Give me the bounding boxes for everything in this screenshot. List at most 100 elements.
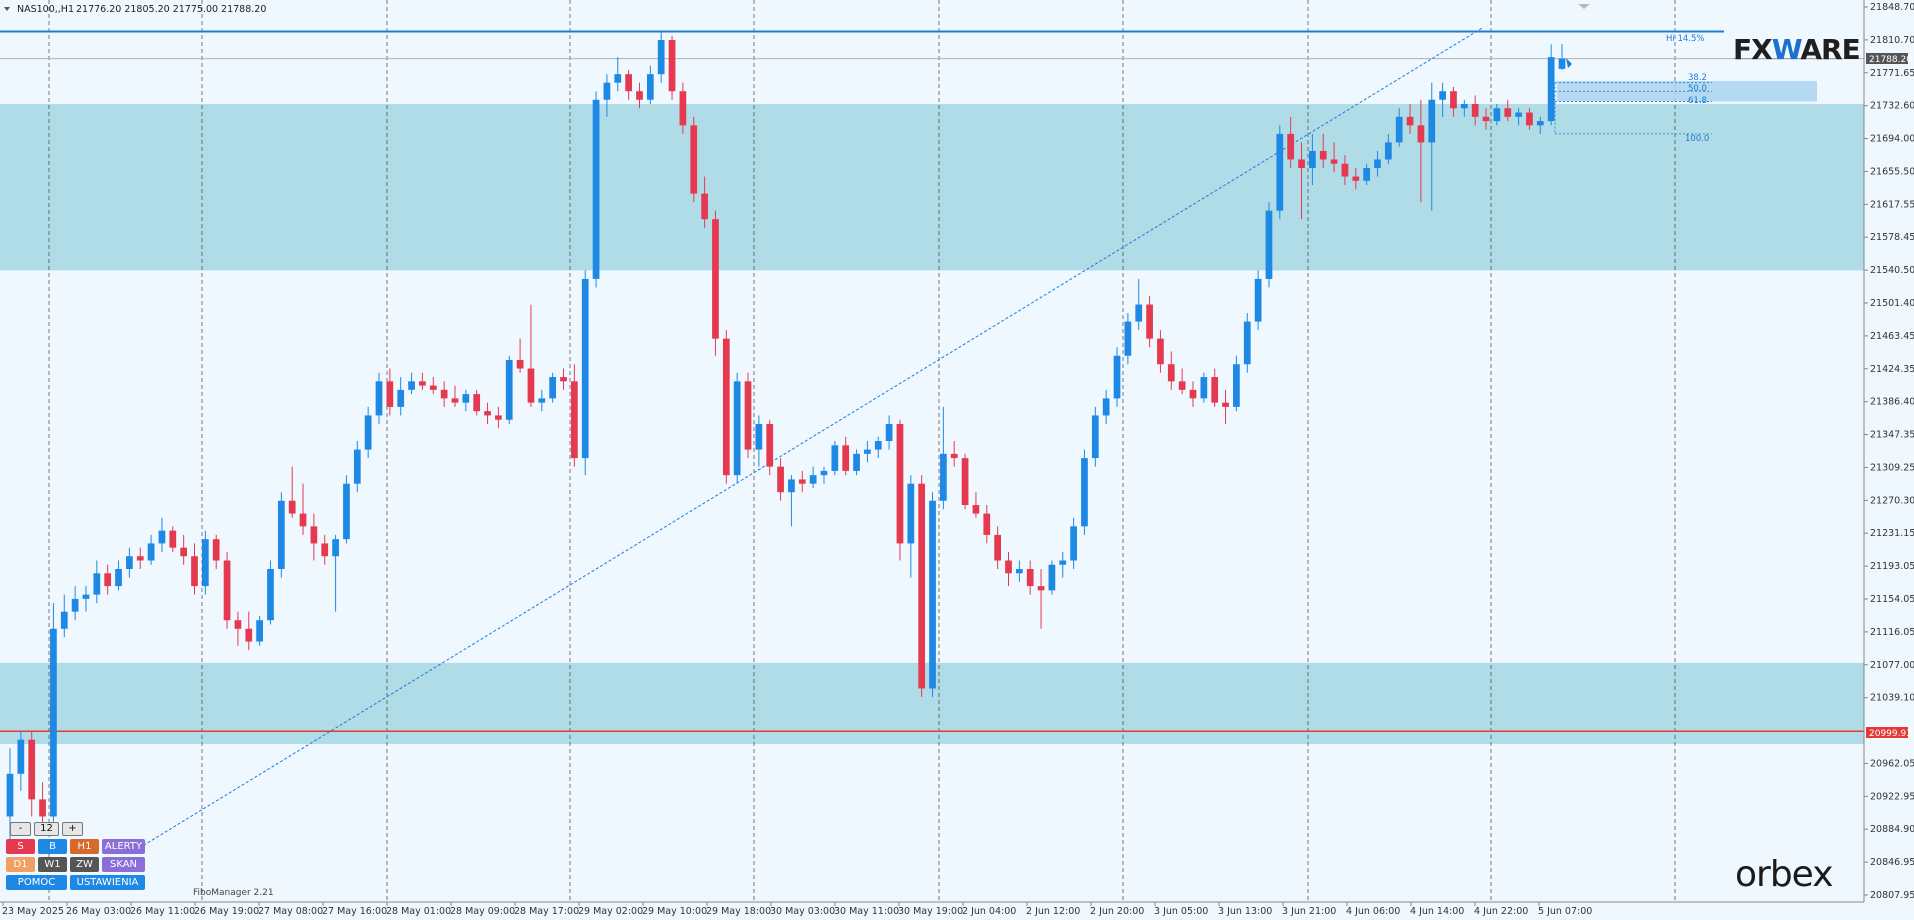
candle-body: [1026, 569, 1034, 587]
price-tick-label: 21540.50: [1870, 265, 1914, 276]
support-price-tag: [1866, 727, 1908, 738]
candle-body: [516, 359, 524, 369]
candle-body: [1091, 415, 1099, 459]
candle-body: [136, 556, 144, 561]
candle-body: [440, 389, 448, 399]
candle-body: [1439, 91, 1446, 100]
candle-body: [1102, 398, 1110, 416]
candle-body: [267, 569, 274, 621]
candle-body: [950, 453, 958, 459]
candle-body: [940, 453, 947, 501]
candle-body: [1015, 569, 1023, 574]
ohlc-readout: 21776.20 21805.20 21775.00 21788.20: [76, 4, 266, 15]
symbol-label: NAS100,,H1: [17, 4, 74, 15]
orbex-logo: orbex: [1735, 854, 1833, 895]
candle-body: [1341, 163, 1349, 177]
timeframe-w1-button[interactable]: W1: [38, 857, 67, 872]
candle-body: [364, 415, 372, 450]
period-minus-button[interactable]: -: [10, 822, 31, 836]
candle-body: [1222, 402, 1229, 407]
zw-button[interactable]: ZW: [70, 857, 99, 872]
trendline[interactable]: [134, 27, 1483, 852]
time-tick-label: 4 Jun 06:00: [1346, 906, 1400, 917]
fxware-logo-right: ARE: [1800, 33, 1860, 66]
candle-body: [321, 543, 329, 557]
candle-body: [896, 423, 904, 544]
scan-button[interactable]: SKAN: [102, 857, 145, 872]
chart-menu-triangle-icon[interactable]: [4, 7, 10, 11]
candle-body: [1113, 355, 1121, 399]
candle-body: [918, 483, 926, 689]
price-tick-label: 21732.60: [1870, 101, 1914, 112]
candle-body: [636, 91, 643, 100]
timeframe-h1-button[interactable]: H1: [70, 839, 99, 854]
settings-button[interactable]: USTAWIENIA: [70, 875, 145, 890]
candle-body: [1070, 526, 1077, 561]
candle-body: [831, 445, 839, 471]
candle-body: [82, 594, 90, 599]
trade-panel: - 12 + S B H1 ALERTY D1 W1 ZW SKAN POMOC…: [6, 822, 146, 893]
candle-body: [809, 475, 817, 484]
candle-body: [1309, 150, 1316, 169]
candle-body: [820, 470, 828, 476]
candle-body: [712, 219, 719, 339]
time-tick-label: 27 May 16:00: [322, 906, 387, 917]
buy-button[interactable]: B: [38, 839, 67, 854]
current-price-tag: [1866, 53, 1908, 64]
time-tick-label: 28 May 01:00: [386, 906, 451, 917]
candle-body: [1167, 364, 1175, 382]
candle-body: [1233, 364, 1240, 407]
candle-body: [397, 389, 405, 407]
candle-body: [1146, 304, 1153, 339]
candle-body: [1384, 142, 1392, 160]
candle-body: [744, 381, 752, 450]
time-tick-label: 23 May 2025: [2, 906, 64, 917]
alerts-button[interactable]: ALERTY: [102, 839, 145, 854]
scroll-marker-icon[interactable]: [1578, 4, 1590, 9]
candle-body: [201, 539, 209, 587]
price-tick-label: 21501.40: [1870, 298, 1914, 309]
sell-button[interactable]: S: [6, 839, 35, 854]
candle-body: [1450, 91, 1457, 109]
candle-body: [115, 569, 122, 587]
candle-body: [429, 385, 437, 390]
candle-body: [581, 278, 589, 459]
candle-body: [864, 449, 871, 454]
period-value-field[interactable]: 12: [34, 822, 59, 836]
time-tick-label: 4 Jun 22:00: [1474, 906, 1528, 917]
time-tick-label: 26 May 11:00: [130, 906, 195, 917]
candle-body: [39, 799, 46, 817]
candle-body: [473, 394, 481, 412]
support-price-tag-text: 20999.93: [1869, 729, 1912, 739]
period-plus-button[interactable]: +: [62, 822, 83, 836]
timeframe-d1-button[interactable]: D1: [6, 857, 35, 872]
price-tick-label: 20922.95: [1870, 791, 1914, 802]
price-tick-label: 21347.35: [1870, 430, 1914, 441]
price-tick-label: 21694.00: [1870, 134, 1914, 145]
help-button[interactable]: POMOC: [6, 875, 67, 890]
candle-body: [299, 513, 307, 527]
candle-body: [288, 500, 296, 514]
candle-body: [994, 534, 1002, 561]
candle-body: [874, 441, 882, 450]
candle-body: [1276, 133, 1284, 211]
candle-body: [679, 91, 687, 126]
arrow-marker-icon: [1566, 58, 1572, 68]
price-tick-label: 21231.15: [1870, 528, 1914, 539]
time-tick-label: 2 Jun 04:00: [962, 906, 1016, 917]
candle-body: [1048, 564, 1056, 591]
candle-body: [842, 445, 850, 471]
candle-body: [766, 423, 774, 467]
zone-0: [0, 104, 1864, 271]
candle-body: [560, 377, 567, 382]
candle-body: [451, 398, 459, 403]
candle-body: [1460, 104, 1468, 109]
candle-body: [419, 381, 426, 386]
fibo-level-38-label: 38.2: [1688, 73, 1707, 83]
candle-body: [484, 411, 491, 416]
time-tick-label: 28 May 17:00: [514, 906, 579, 917]
candle-body: [212, 539, 220, 561]
candle-body: [386, 381, 394, 407]
